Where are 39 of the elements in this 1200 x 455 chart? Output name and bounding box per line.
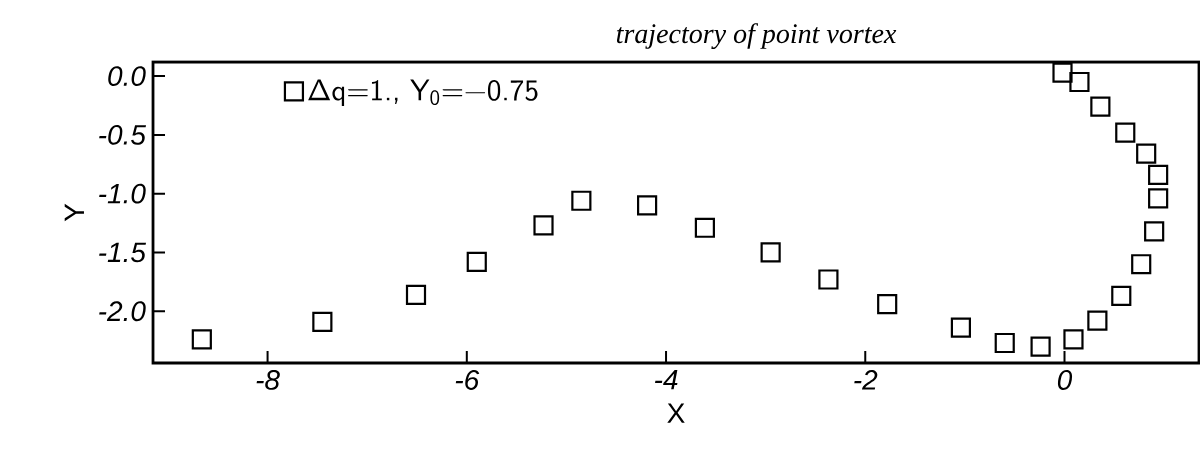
x-tick-label: -4: [655, 370, 678, 390]
y-tick-label: 0.0: [108, 66, 146, 87]
point: [1136, 143, 1157, 164]
point: [405, 284, 427, 305]
point: [1030, 336, 1051, 357]
point: [877, 294, 898, 315]
point: [637, 195, 658, 216]
point: [694, 217, 715, 238]
point: [1111, 285, 1132, 307]
point: [1148, 164, 1169, 185]
y-tick-label: -1.0: [99, 183, 146, 204]
point: [1144, 221, 1165, 242]
point: [466, 251, 487, 272]
legend-label: Δq=1., Y$_{0}$=−0.75: [308, 79, 538, 107]
point: [571, 190, 592, 211]
point: [950, 317, 971, 338]
point: [818, 269, 839, 290]
y-axis-title: Y: [64, 203, 84, 222]
point: [1090, 96, 1111, 117]
point: [1148, 188, 1169, 209]
x-tick-label: -6: [455, 370, 480, 390]
x-tick-label: -2: [854, 370, 878, 390]
point: [1052, 62, 1073, 83]
x-tick-label: 0: [1057, 370, 1073, 390]
y-tick-label: -2.0: [99, 301, 146, 322]
x-tick-label: -8: [256, 370, 280, 390]
point: [1131, 254, 1152, 275]
x-axis-title: X: [667, 403, 685, 423]
point: [1115, 122, 1136, 143]
point: [533, 215, 554, 236]
y-tick-label: -1.5: [99, 242, 147, 263]
point: [994, 332, 1015, 354]
y-tick-label: -0.5: [99, 124, 147, 145]
point: [312, 311, 333, 332]
point: [760, 242, 781, 263]
point: [1087, 310, 1108, 331]
point: [191, 329, 212, 350]
point: [1069, 71, 1090, 93]
chart-title: trajectory of point vortex: [616, 23, 897, 49]
